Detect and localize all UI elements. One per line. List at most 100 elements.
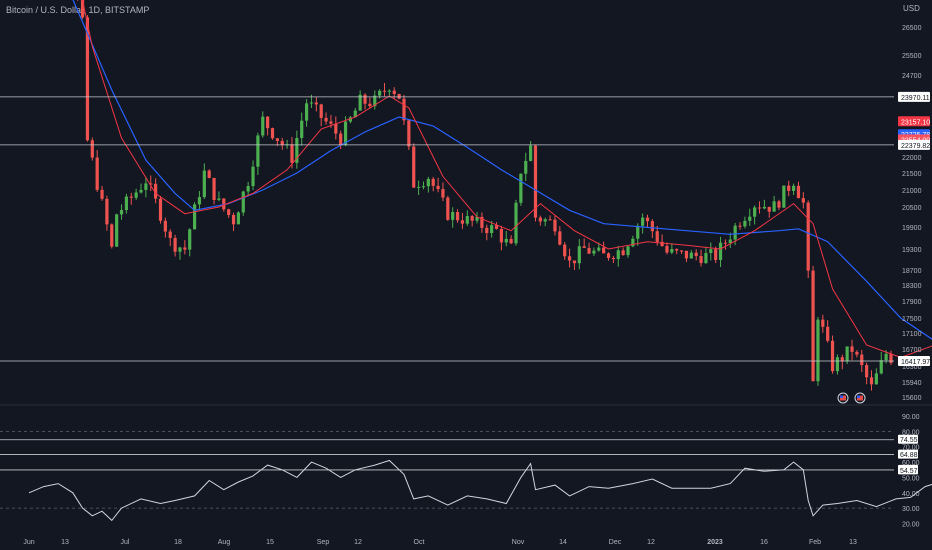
candle-body (80, 0, 85, 18)
candle (572, 260, 577, 270)
candle (207, 169, 211, 179)
candle-body (826, 326, 830, 341)
candle (641, 213, 645, 234)
candle (460, 212, 465, 229)
candle-body (889, 353, 893, 363)
candle (334, 116, 338, 140)
candle-body (514, 202, 518, 244)
candle (314, 97, 318, 112)
candle-body (796, 185, 801, 199)
candle (343, 116, 348, 147)
time-tick-label: 13 (849, 539, 857, 546)
price-tick-label: 20500 (902, 205, 922, 212)
candle (626, 245, 630, 258)
candle-body (850, 346, 854, 352)
candle (835, 354, 840, 375)
candle (241, 190, 245, 216)
time-tick-label: 2023 (707, 539, 723, 546)
candle-body (533, 145, 538, 218)
candle (606, 252, 611, 261)
candle (353, 107, 357, 118)
candle (154, 178, 158, 204)
candle (80, 0, 85, 20)
candle-body (577, 246, 581, 264)
candle-body (100, 189, 104, 199)
price-tick-label: 25500 (902, 53, 922, 60)
candle (689, 250, 693, 259)
price-tick-label: 24700 (902, 73, 922, 80)
candle (124, 193, 128, 214)
candle-body (787, 185, 791, 191)
candle (266, 116, 270, 136)
time-tick-label: 12 (647, 539, 655, 546)
candle-body (723, 242, 728, 244)
candle-body (412, 146, 416, 188)
candle (782, 185, 786, 208)
rsi-value-badge: 54.57 (898, 465, 918, 475)
candle-body (368, 103, 372, 107)
candle (197, 191, 202, 211)
event-flags[interactable] (837, 392, 866, 404)
candle (256, 132, 260, 175)
candle (840, 354, 844, 370)
candle-body (806, 202, 810, 271)
candle-body (309, 102, 314, 104)
candle (757, 201, 762, 214)
candle-body (490, 225, 494, 234)
candle (192, 202, 197, 230)
candle-body (597, 247, 601, 251)
candle (738, 222, 742, 230)
candle (363, 93, 367, 110)
candle-body (392, 90, 396, 94)
rsi-tick-label: 80.00 (902, 429, 920, 436)
candle-body (538, 217, 542, 222)
candle-body (699, 256, 703, 264)
candle (772, 195, 776, 212)
candle (251, 160, 255, 191)
candle (743, 216, 747, 229)
candle-body (475, 216, 479, 221)
candle-body (572, 260, 577, 264)
candles (77, 0, 893, 391)
candle-body (105, 198, 109, 225)
candle-body (382, 90, 387, 92)
candle-body (295, 138, 299, 163)
candle (412, 143, 416, 188)
candle (714, 246, 718, 264)
candle-body (718, 242, 723, 260)
ma-slow-line (72, 0, 932, 340)
candle (100, 185, 104, 201)
candle (324, 112, 328, 125)
price-tick-label: 17900 (902, 299, 922, 306)
price-badge-bg (898, 355, 930, 366)
candle (811, 265, 815, 382)
candle-body (728, 239, 732, 244)
time-axis[interactable]: Jun 13 Jul 18 Aug 15 Sep 12 Oct Nov 14 Dec 12 2023 16 F… (23, 539, 857, 546)
candle (791, 183, 796, 196)
candle (139, 183, 143, 194)
candle-body (266, 116, 270, 129)
price-tick-label: 18300 (902, 283, 922, 290)
time-tick-label: 18 (174, 539, 182, 546)
candle-body (436, 185, 440, 190)
price-badges: 23970.1123157.1022725.7822554.0022379.82… (898, 91, 930, 475)
candle (319, 103, 323, 127)
candle-body (684, 250, 689, 259)
candle-body (548, 219, 552, 221)
candle-body (645, 217, 650, 222)
candle-body (324, 117, 328, 122)
candle-body (90, 140, 94, 158)
candle (821, 314, 825, 333)
candle (129, 192, 133, 205)
candle (524, 152, 528, 182)
candle-body (519, 173, 523, 203)
candle-body (129, 196, 133, 198)
candle (426, 176, 430, 193)
candle-body (587, 247, 591, 254)
candle (115, 213, 119, 248)
horizontal-levels (0, 96, 894, 362)
candle (373, 90, 377, 110)
moving-averages (72, 0, 932, 359)
candle-body (417, 186, 421, 188)
